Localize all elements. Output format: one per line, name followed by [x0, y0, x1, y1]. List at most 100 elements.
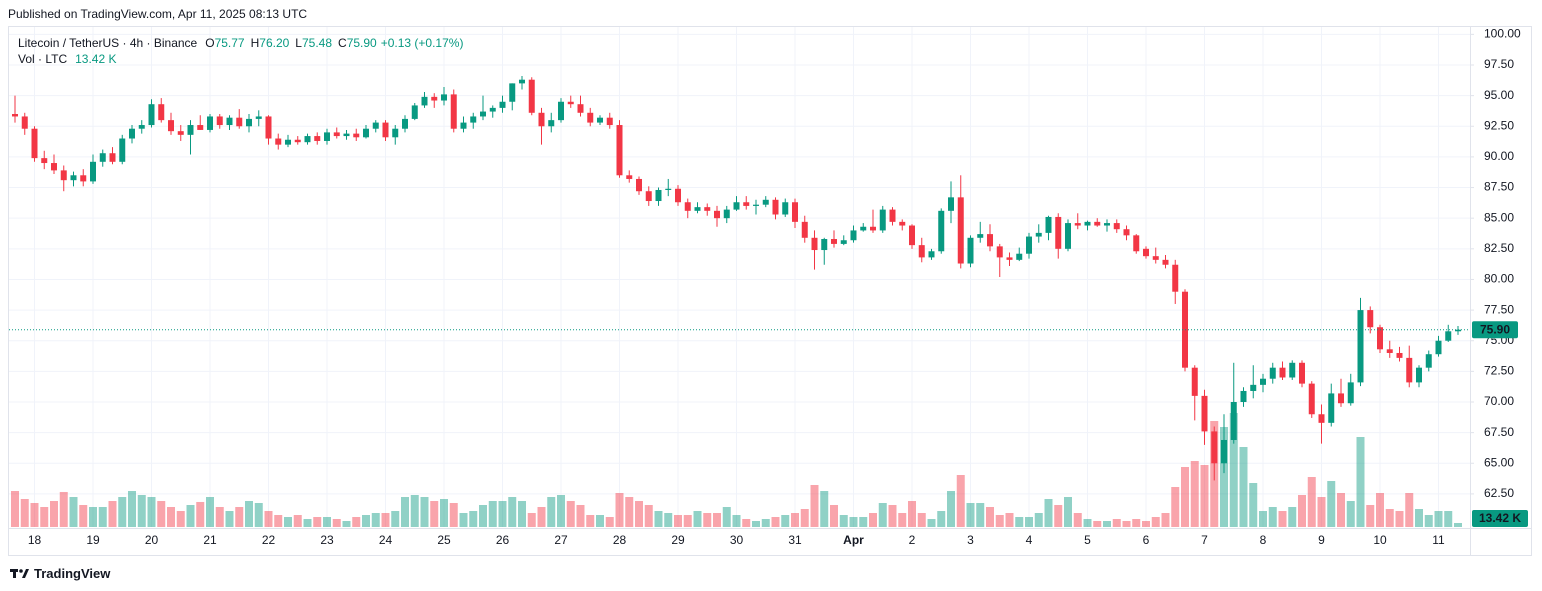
- candle-body: [792, 202, 798, 222]
- logo-part: [13, 569, 16, 578]
- candle-body: [694, 207, 701, 211]
- legend-row: Litecoin / TetherUS · 4h · Binance O75.77…: [18, 35, 469, 51]
- candle-body: [450, 94, 457, 129]
- volume-bar: [654, 511, 663, 527]
- volume-bar: [420, 497, 429, 527]
- volume-bar: [722, 507, 731, 527]
- candle-body: [1289, 362, 1296, 378]
- x-tick-label: 6: [1143, 533, 1150, 547]
- candle-body: [255, 116, 262, 119]
- ohlc-key: O: [205, 36, 215, 50]
- volume-bar: [1190, 461, 1199, 527]
- symbol-title: Litecoin / TetherUS · 4h · Binance: [18, 36, 198, 50]
- candle-body: [421, 96, 428, 106]
- ohlc-value: 76.20: [259, 36, 290, 50]
- volume-bar: [615, 493, 624, 527]
- candle-body: [509, 83, 516, 102]
- volume-bar: [1249, 483, 1258, 527]
- volume-bar: [352, 517, 361, 527]
- volume-bar: [1073, 513, 1082, 527]
- brand: TradingView: [34, 566, 111, 581]
- volume-bar: [1415, 509, 1423, 527]
- x-tick-label: 4: [1026, 533, 1033, 547]
- volume-bar: [878, 503, 887, 527]
- volume-bar: [1259, 511, 1267, 527]
- x-tick-label: 20: [145, 533, 159, 547]
- x-tick-label: 23: [320, 533, 334, 547]
- candle-body: [1133, 235, 1140, 252]
- volume-bar: [498, 501, 507, 527]
- candle-body: [382, 122, 389, 138]
- volume-bar: [1064, 497, 1072, 527]
- candle-body: [1055, 216, 1062, 249]
- candle-body: [177, 131, 184, 135]
- candle-body: [948, 197, 954, 211]
- candle-body: [80, 175, 87, 182]
- candle-body: [1425, 354, 1432, 368]
- volume-bar: [1093, 521, 1102, 527]
- logo-icon: [10, 569, 29, 578]
- volume-bar: [1405, 493, 1414, 527]
- last-volume-box: [1472, 510, 1528, 527]
- volume-bar: [235, 507, 244, 527]
- candle-body: [577, 104, 584, 113]
- volume-bar: [118, 497, 127, 527]
- volume-bar: [566, 501, 575, 527]
- candle-body: [1260, 378, 1266, 385]
- volume-bar: [986, 507, 994, 527]
- x-tick-label: 29: [671, 533, 685, 547]
- volume-bar: [742, 519, 751, 527]
- candle-body: [353, 133, 360, 138]
- y-tick-label: 80.00: [1484, 272, 1514, 286]
- volume-bar: [362, 515, 370, 527]
- candle-body: [967, 237, 974, 264]
- candle-body: [148, 104, 155, 126]
- volume-bar: [108, 501, 117, 527]
- candle-body: [275, 138, 282, 145]
- volume-bar: [732, 515, 741, 527]
- volume-bar: [293, 515, 302, 527]
- candle-body: [1386, 349, 1393, 353]
- y-tick-label: 97.50: [1484, 57, 1514, 71]
- volume-bar: [908, 501, 916, 527]
- candle-body: [1123, 229, 1130, 236]
- volume-bar: [644, 505, 653, 527]
- candle-body: [1094, 221, 1101, 226]
- candle-body: [90, 161, 96, 182]
- candle-body: [441, 94, 447, 101]
- candle-body: [1269, 367, 1276, 379]
- candle-body: [597, 117, 603, 123]
- x-tick-label: 25: [437, 533, 451, 547]
- candle-body: [1357, 310, 1364, 383]
- candle-body: [1104, 223, 1110, 226]
- volume-bar: [1161, 513, 1170, 527]
- last-price-label: 75.90: [1480, 322, 1510, 336]
- volume-bar: [1298, 495, 1306, 527]
- volume-bar: [839, 515, 848, 527]
- candle-body: [850, 230, 857, 241]
- candle-body: [1143, 248, 1149, 257]
- last-volume-label: 13.42 K: [1479, 511, 1521, 525]
- volume-bar: [1327, 481, 1336, 527]
- candle-body: [216, 116, 223, 126]
- candle-body: [489, 107, 496, 112]
- candle-body: [402, 118, 408, 129]
- candle-body: [938, 210, 945, 252]
- volume-bar: [50, 501, 58, 527]
- candle-body: [246, 118, 252, 127]
- volume-bar: [849, 517, 858, 527]
- y-tick-label: 95.00: [1484, 88, 1514, 102]
- logo-part: [19, 569, 23, 573]
- candle-body: [207, 116, 213, 130]
- volume-bar: [518, 501, 526, 527]
- candle-body: [1026, 236, 1032, 254]
- candle-body: [99, 153, 106, 162]
- volume-bar: [11, 491, 19, 527]
- candle-body: [1318, 414, 1325, 423]
- volume-bar: [576, 505, 585, 527]
- candle-body: [899, 221, 906, 226]
- candle-body: [12, 114, 18, 117]
- x-tick-label: 2: [909, 533, 916, 547]
- candle-body: [1338, 393, 1344, 404]
